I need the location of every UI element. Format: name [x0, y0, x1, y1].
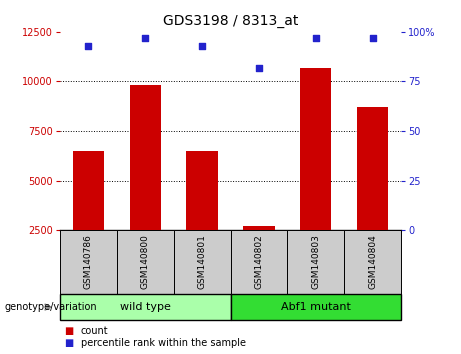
Bar	[287, 230, 344, 294]
Bar	[60, 230, 117, 294]
Text: GSM140800: GSM140800	[141, 234, 150, 290]
Bar	[186, 151, 218, 230]
Bar	[60, 294, 230, 320]
Text: ■: ■	[65, 338, 74, 348]
Text: wild type: wild type	[120, 302, 171, 312]
Point	[198, 43, 206, 48]
Point	[312, 35, 319, 41]
Text: count: count	[81, 326, 108, 336]
Text: percentile rank within the sample: percentile rank within the sample	[81, 338, 246, 348]
Point	[255, 65, 263, 70]
Text: GSM140803: GSM140803	[311, 234, 320, 290]
Text: GSM140802: GSM140802	[254, 235, 263, 289]
Bar	[230, 230, 287, 294]
Text: Abf1 mutant: Abf1 mutant	[281, 302, 351, 312]
Bar	[174, 230, 230, 294]
Bar	[243, 226, 275, 230]
Text: genotype/variation: genotype/variation	[5, 302, 97, 312]
Text: GSM140801: GSM140801	[198, 234, 207, 290]
Bar	[300, 68, 331, 230]
Text: ■: ■	[65, 326, 74, 336]
Text: GSM140786: GSM140786	[84, 234, 93, 290]
Bar	[73, 151, 104, 230]
Point	[369, 35, 376, 41]
Point	[85, 43, 92, 48]
Bar	[130, 85, 161, 230]
Bar	[344, 230, 401, 294]
Text: GSM140804: GSM140804	[368, 235, 377, 289]
Bar	[357, 107, 388, 230]
Title: GDS3198 / 8313_at: GDS3198 / 8313_at	[163, 14, 298, 28]
Bar	[117, 230, 174, 294]
Bar	[230, 294, 401, 320]
Point	[142, 35, 149, 41]
